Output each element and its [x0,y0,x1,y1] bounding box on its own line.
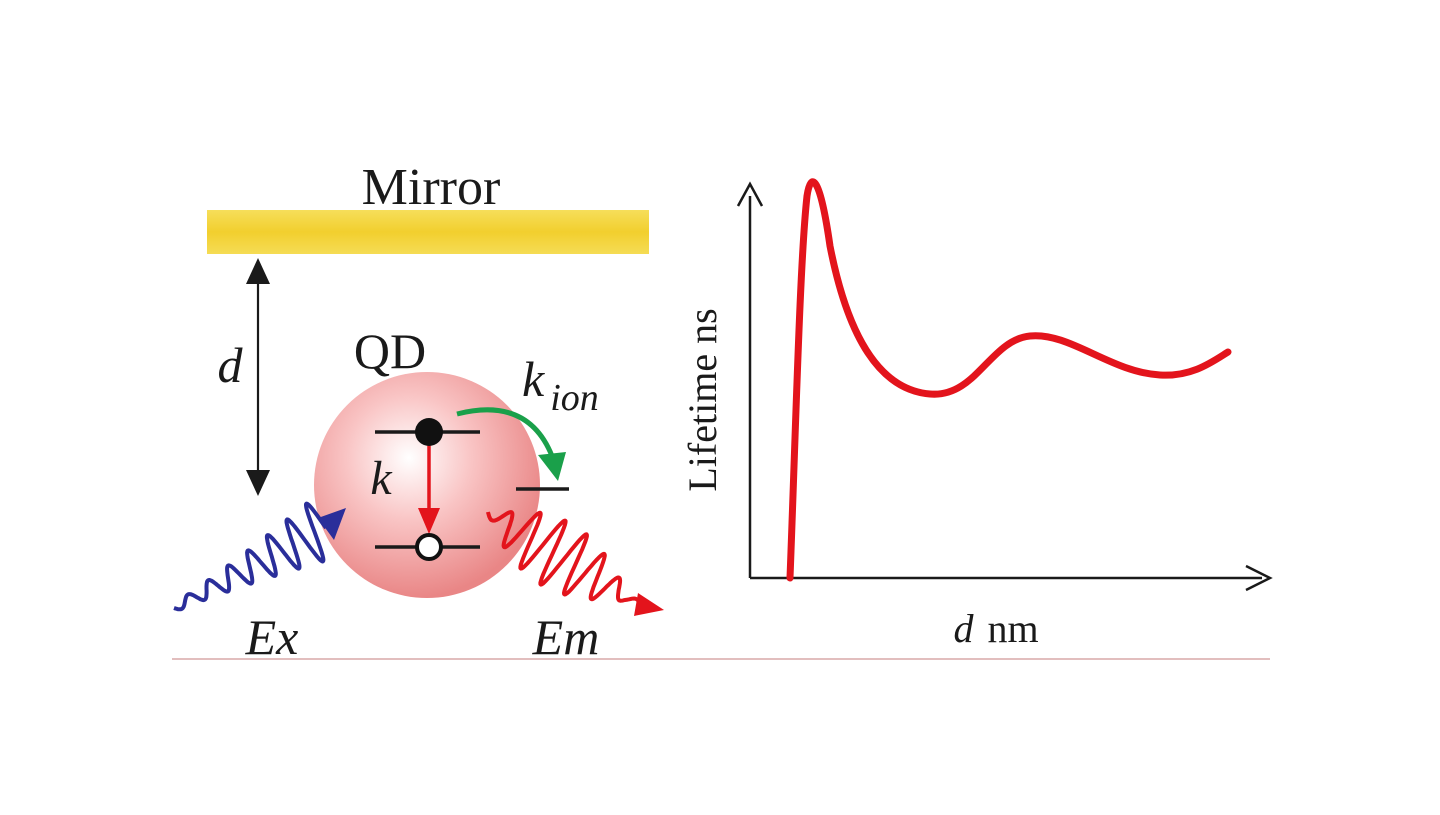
qd-label: QD [354,323,426,379]
electron-dot [415,418,443,446]
rate-kion-subscript: ion [550,377,599,419]
plot-axes [736,181,1273,592]
lifetime-curve [786,178,1232,582]
mirror-label: Mirror [362,159,501,216]
emission-label: Em [532,609,600,665]
rate-k-label: k [370,452,393,505]
ionization-arrow [456,407,566,481]
plot-ylabel: Lifetime ns [680,308,725,491]
plot-xlabel-var: d [953,606,974,651]
plot-xlabel-unit: nm [987,606,1038,651]
quantum-dot-sphere [314,372,540,598]
excitation-label: Ex [245,609,299,665]
decay-arrow [418,440,440,534]
plot-xlabel: d nm [953,606,1038,651]
distance-arrow [246,258,270,496]
excitation-wave [172,501,346,612]
distance-label: d [218,337,244,393]
mirror-surface [207,210,649,254]
rate-kion-label: k ion [522,351,599,419]
rate-kion-base: k [522,351,545,407]
emission-wave [486,510,664,616]
hole-dot [415,533,443,561]
